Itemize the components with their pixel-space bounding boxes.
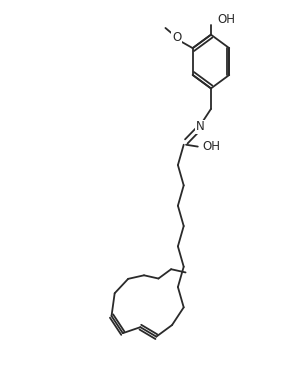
Text: O: O xyxy=(172,31,181,44)
Text: OH: OH xyxy=(217,13,235,25)
Text: OH: OH xyxy=(203,140,221,153)
Text: N: N xyxy=(195,120,204,133)
